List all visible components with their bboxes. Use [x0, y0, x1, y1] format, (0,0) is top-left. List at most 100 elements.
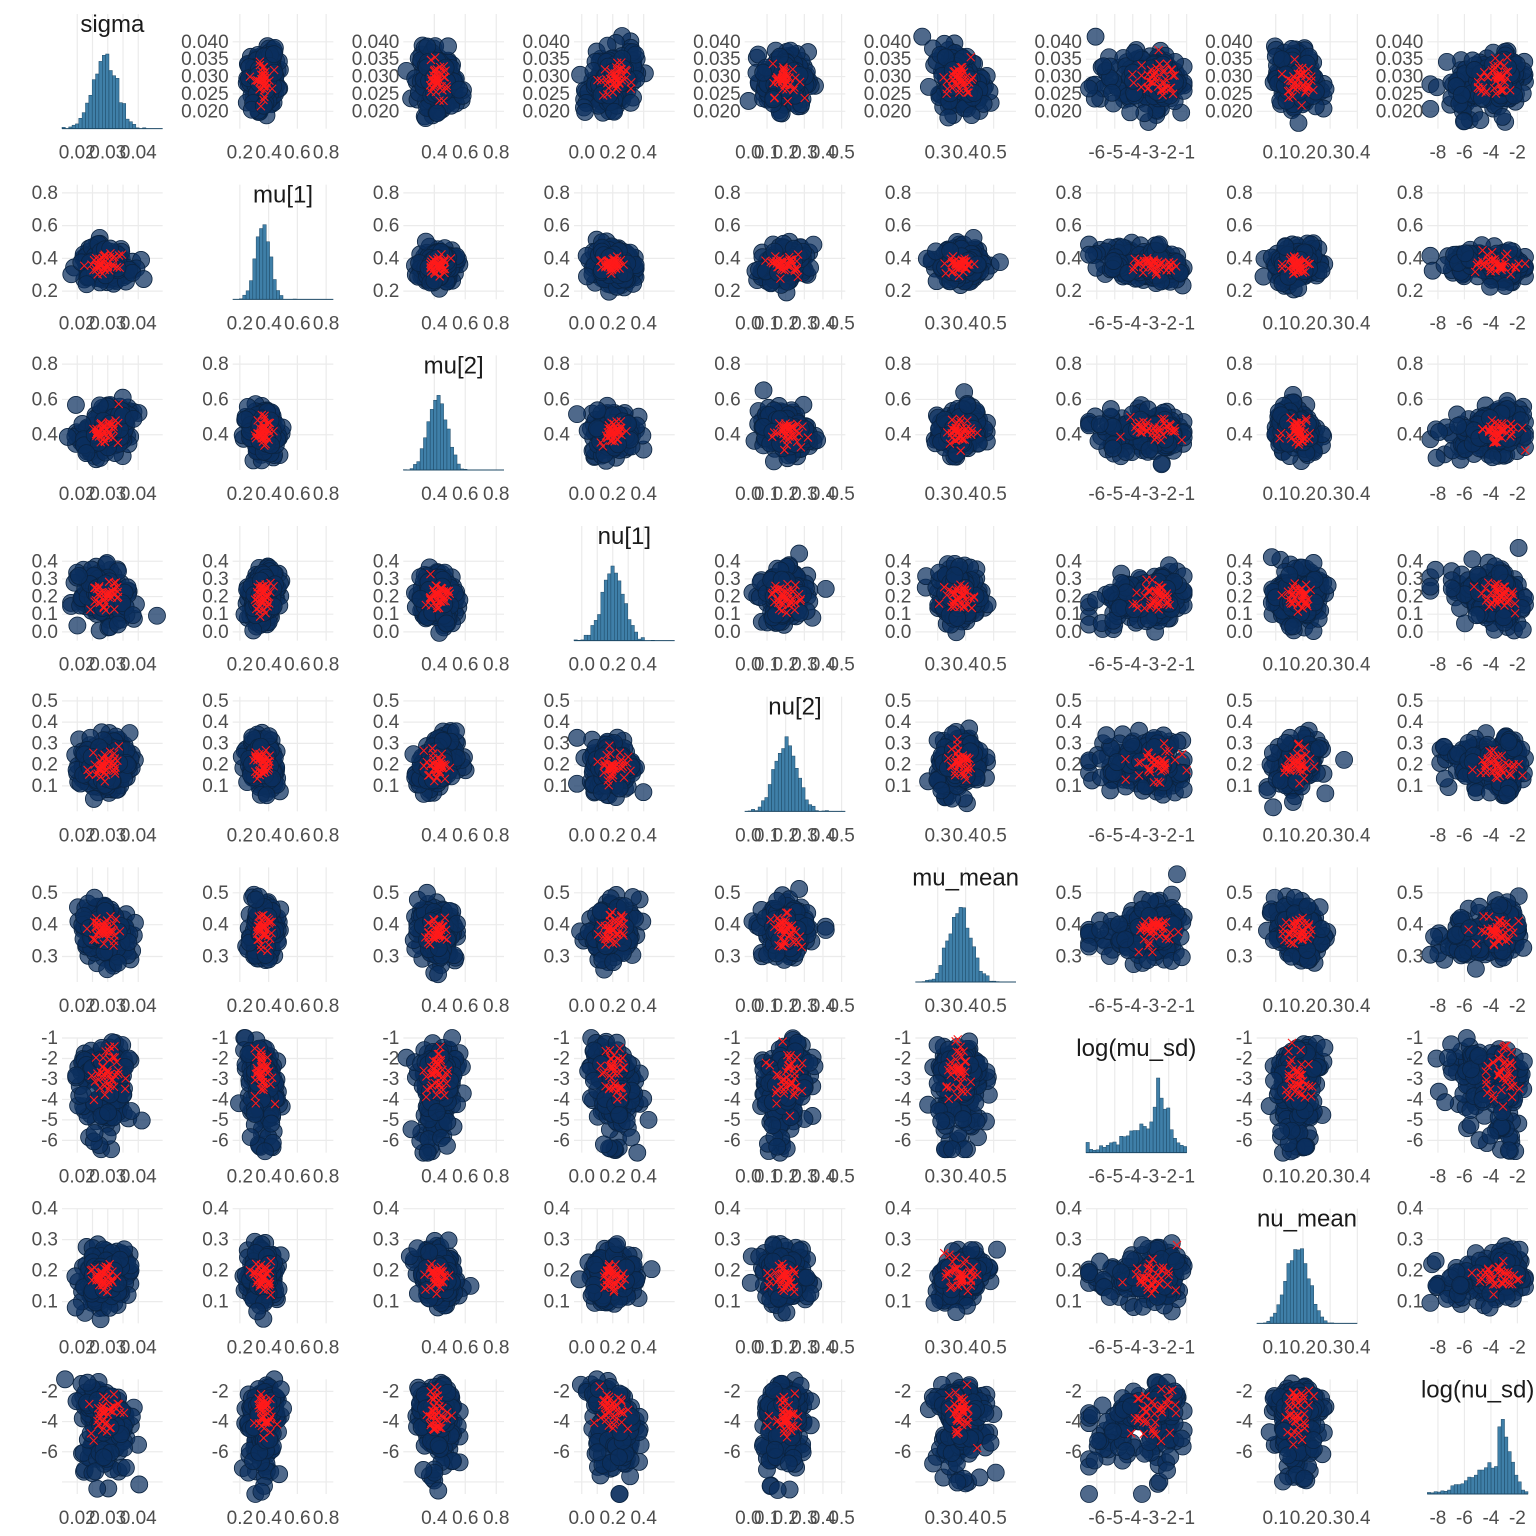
hist-bar [95, 73, 100, 129]
hist-bar [276, 290, 280, 300]
y-tick-label: 0.6 [544, 216, 570, 237]
hist-bar [128, 121, 133, 129]
y-tick-label: 0.4 [885, 248, 912, 269]
draw-point [439, 37, 457, 56]
y-tick-label: 0.6 [373, 216, 399, 237]
hist-bar [118, 102, 123, 129]
panel-1-1: mu[1]0.2 0.4 0.6 0.8 [227, 182, 340, 335]
x-tick-label: 0.04 [120, 313, 157, 334]
hist-bar [81, 112, 86, 129]
divergent-mark [245, 72, 255, 82]
y-tick-label: 0.040 [1034, 32, 1082, 53]
y-tick-label: 0.025 [181, 84, 229, 105]
x-tick-label: 0.2 [227, 313, 253, 334]
diag-title: mu[1] [253, 182, 313, 209]
hist-bar [132, 124, 137, 129]
hist-bar [78, 117, 83, 129]
y-tick-label: 0.040 [864, 32, 912, 53]
x-tick-label: -2 [1509, 143, 1526, 164]
draw-point [450, 80, 469, 99]
x-tick-label: -6 [1456, 143, 1473, 164]
x-tick-label: 0.8 [313, 143, 339, 164]
y-tick-label: 0.2 [1226, 281, 1252, 302]
x-tick-label: -3 [1142, 313, 1159, 334]
draw-point [1456, 244, 1475, 263]
x-tick-label: -8 [1429, 313, 1446, 334]
y-tick-label: 0.6 [885, 216, 911, 237]
y-tick-label: 0.8 [714, 183, 740, 204]
hist-bar [75, 123, 80, 129]
hist-bar [245, 290, 250, 300]
y-tick-label: 0.2 [885, 281, 911, 302]
panel-0-4: 0.0200.0250.0300.0350.0400.00.10.20.30.4… [693, 14, 855, 164]
x-tick-label: 0.6 [452, 313, 478, 334]
divergent-mark [251, 76, 260, 85]
x-tick-label: -1 [1178, 313, 1195, 334]
y-tick-label: 0.2 [373, 281, 399, 302]
y-tick-label: 0.040 [1376, 32, 1424, 53]
y-tick-label: 0.2 [1056, 281, 1082, 302]
hist-bar [249, 280, 254, 300]
draw-point [1421, 246, 1440, 265]
x-tick-label: 0.4 [1344, 143, 1371, 164]
draw-point [1481, 277, 1499, 296]
x-tick-label: 0.8 [313, 313, 339, 334]
x-tick-label: 0.2 [1290, 313, 1316, 334]
y-tick-label: 0.040 [181, 32, 229, 53]
draw-point [576, 103, 594, 121]
x-tick-label: 0.3 [1317, 143, 1343, 164]
draw-point [77, 444, 96, 463]
x-tick-label: -2 [1160, 313, 1177, 334]
y-tick-label: 0.2 [1397, 281, 1423, 302]
draw-point [1103, 83, 1121, 102]
panel-1-6: 0.20.40.60.8-6 -5 -4 -3 -2 -1 [1056, 183, 1196, 334]
y-tick-label: 0.040 [522, 32, 570, 53]
x-tick-label: -4 [1482, 143, 1499, 164]
panel-1-8: 0.20.40.60.8-8 -6 -4 -2 [1397, 183, 1534, 334]
x-tick-label: -4 [1482, 313, 1499, 334]
y-tick-label: 0.6 [1397, 216, 1423, 237]
draw-point [134, 270, 153, 288]
y-tick-label: 0.4 [32, 248, 59, 269]
draw-point [1421, 99, 1440, 118]
hist-bar [71, 124, 76, 129]
draw-point [1125, 43, 1144, 62]
hist-bar [91, 79, 96, 129]
draw-point [77, 275, 96, 294]
draw-point [941, 242, 960, 260]
panel-1-4: 0.20.40.60.80.00.10.20.30.40.5 [714, 183, 855, 334]
y-tick-label: 0.020 [181, 101, 229, 122]
y-tick-label: 0.4 [714, 248, 741, 269]
hist-bar [269, 256, 274, 300]
x-tick-label: -6 [1088, 313, 1105, 334]
x-tick-label: 0.0 [569, 143, 595, 164]
divergent-mark [259, 92, 269, 102]
draw-point [621, 93, 640, 112]
divergent-mark [253, 76, 263, 86]
x-tick-label: 0.1 [1263, 143, 1289, 164]
hist-bar [98, 61, 103, 129]
draw-point [418, 37, 437, 56]
x-tick-label: 0.4 [952, 313, 979, 334]
y-tick-label: 0.4 [1056, 248, 1083, 269]
draw-point [1150, 235, 1168, 254]
draw-point [1104, 252, 1123, 270]
x-tick-label: 0.6 [284, 313, 310, 334]
diag-title: sigma [80, 11, 145, 38]
y-tick-label: 0.4 [544, 248, 571, 269]
y-tick-label: 0.8 [1226, 183, 1252, 204]
x-tick-label: -1 [1178, 143, 1195, 164]
draw-point [428, 104, 447, 123]
x-tick-label: 0.4 [255, 143, 282, 164]
draw-point [778, 272, 797, 291]
x-tick-label: -5 [1106, 143, 1123, 164]
x-tick-label: -3 [1142, 143, 1159, 164]
x-tick-label: -4 [1124, 313, 1141, 334]
panel-2-0: 0.40.60.80.020.030.04 [32, 354, 163, 505]
